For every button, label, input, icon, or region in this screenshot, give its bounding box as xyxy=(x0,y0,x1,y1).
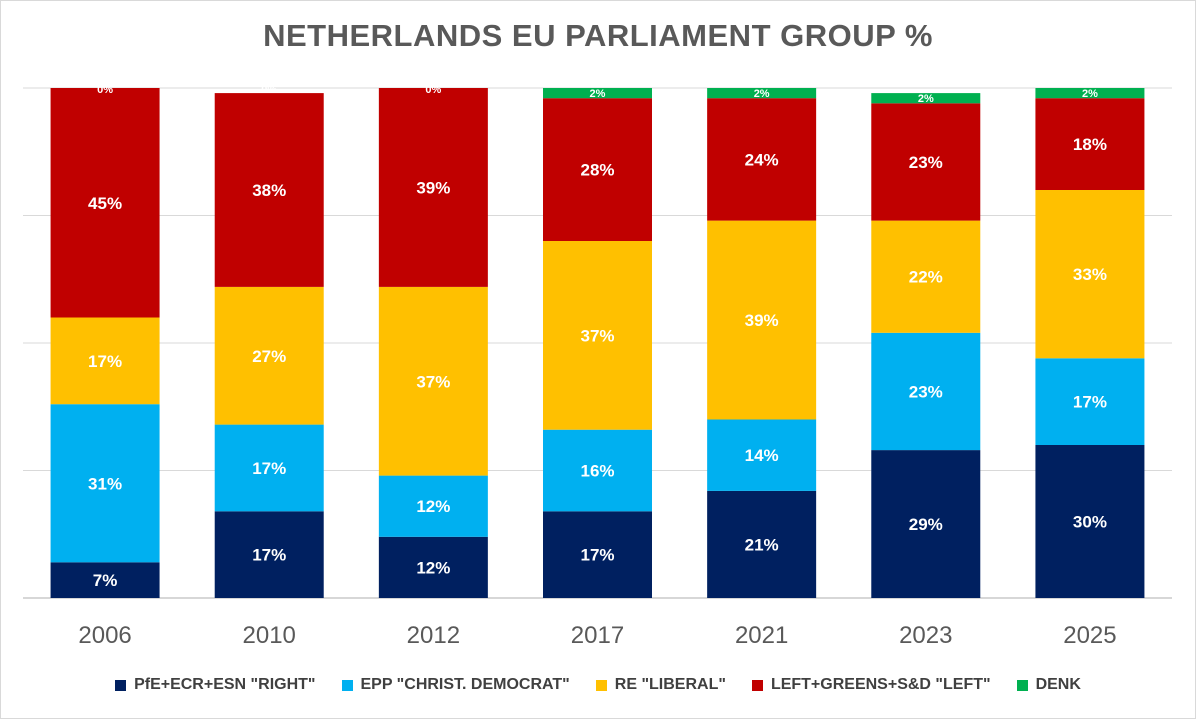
legend-item: RE "LIBERAL" xyxy=(595,676,726,694)
x-tick-label: 2017 xyxy=(571,622,624,649)
data-label: 14% xyxy=(745,446,779,465)
data-label: 33% xyxy=(1073,265,1107,284)
data-label: 2% xyxy=(590,88,606,100)
legend-swatch xyxy=(341,679,353,691)
legend-label: DENK xyxy=(1035,676,1081,693)
bar-segment xyxy=(50,88,160,318)
bar-segment xyxy=(543,511,652,598)
bar-segment xyxy=(50,317,160,405)
data-label: 17% xyxy=(580,546,614,565)
x-tick-label: 2023 xyxy=(899,622,952,649)
legend-item: DENK xyxy=(1016,676,1081,694)
x-tick-label: 2006 xyxy=(78,622,131,649)
bar-segment xyxy=(543,241,652,430)
bar-segment xyxy=(707,88,817,99)
bar-segment xyxy=(871,220,981,333)
data-label: 37% xyxy=(580,326,614,345)
data-label: 24% xyxy=(745,150,779,169)
bar-segment xyxy=(378,88,488,287)
bar-segment xyxy=(50,562,160,598)
x-tick-label: 2010 xyxy=(243,622,296,649)
bar-segment xyxy=(871,93,981,104)
legend-swatch xyxy=(115,679,127,691)
bar-segment xyxy=(50,404,160,563)
bar-segment xyxy=(378,475,488,537)
legend-item: LEFT+GREENS+S&D "LEFT" xyxy=(751,676,991,694)
data-label: 7% xyxy=(93,571,118,590)
bar-segment xyxy=(1035,445,1145,598)
legend-label: PfE+ECR+ESN "RIGHT" xyxy=(134,676,316,693)
data-label: 17% xyxy=(1073,393,1107,412)
data-label: 39% xyxy=(416,178,450,197)
bar-segment xyxy=(871,450,981,598)
chart-title: NETHERLANDS EU PARLIAMENT GROUP % xyxy=(263,18,933,53)
bar-segment xyxy=(543,88,652,99)
data-label: 18% xyxy=(1073,135,1107,154)
data-label: 21% xyxy=(745,535,779,554)
x-tick-label: 2012 xyxy=(407,622,460,649)
bar-segment xyxy=(214,93,324,287)
data-label: 2% xyxy=(754,88,770,100)
data-label: 38% xyxy=(252,181,286,200)
bar-segment xyxy=(378,286,488,476)
legend-swatch xyxy=(1016,679,1028,691)
bar-segment xyxy=(1035,98,1145,190)
data-label: 2% xyxy=(1082,88,1098,100)
bar-segment xyxy=(543,429,652,512)
bar-segment xyxy=(707,419,817,491)
data-label: 0% xyxy=(261,84,277,96)
data-label: 16% xyxy=(580,462,614,481)
legend-label: RE "LIBERAL" xyxy=(614,676,726,693)
legend-item: EPP "CHRIST. DEMOCRAT" xyxy=(341,676,570,694)
bar-segment xyxy=(1035,190,1145,359)
bar-segment xyxy=(543,98,652,241)
legend-item: PfE+ECR+ESN "RIGHT" xyxy=(115,676,316,694)
data-label: 23% xyxy=(909,382,943,401)
data-label: 17% xyxy=(88,352,122,371)
data-label: 37% xyxy=(416,372,450,391)
bar-segment xyxy=(378,536,488,598)
data-label: 45% xyxy=(88,194,122,213)
legend-swatch xyxy=(595,679,607,691)
data-label: 12% xyxy=(416,497,450,516)
bar-segment xyxy=(1035,88,1145,99)
data-label: 17% xyxy=(252,546,286,565)
bar-segment xyxy=(214,424,324,512)
bar-segment xyxy=(707,98,817,221)
data-label: 39% xyxy=(745,311,779,330)
data-label: 31% xyxy=(88,474,122,493)
data-label: 0% xyxy=(97,84,113,96)
data-label: 17% xyxy=(252,459,286,478)
bar-segment xyxy=(707,490,817,598)
bar-segment xyxy=(707,220,817,420)
bar-segment xyxy=(871,103,981,221)
bar-segment xyxy=(214,286,324,425)
bar-segment xyxy=(871,332,981,451)
bar-segment xyxy=(214,511,324,598)
data-label: 0% xyxy=(425,84,441,96)
data-label: 23% xyxy=(909,153,943,172)
legend-swatch xyxy=(751,679,763,691)
legend-label: EPP "CHRIST. DEMOCRAT" xyxy=(360,676,570,693)
bar-segment xyxy=(1035,358,1145,445)
x-tick-label: 2021 xyxy=(735,622,788,649)
data-label: 29% xyxy=(909,515,943,534)
legend: PfE+ECR+ESN "RIGHT" EPP "CHRIST. DEMOCRAT… xyxy=(0,676,1196,694)
data-label: 22% xyxy=(909,268,943,287)
data-label: 12% xyxy=(416,558,450,577)
legend-label: LEFT+GREENS+S&D "LEFT" xyxy=(770,676,991,693)
data-label: 2% xyxy=(918,93,934,105)
data-label: 30% xyxy=(1073,513,1107,532)
x-tick-label: 2025 xyxy=(1063,622,1116,649)
data-label: 27% xyxy=(252,347,286,366)
data-label: 28% xyxy=(580,161,614,180)
